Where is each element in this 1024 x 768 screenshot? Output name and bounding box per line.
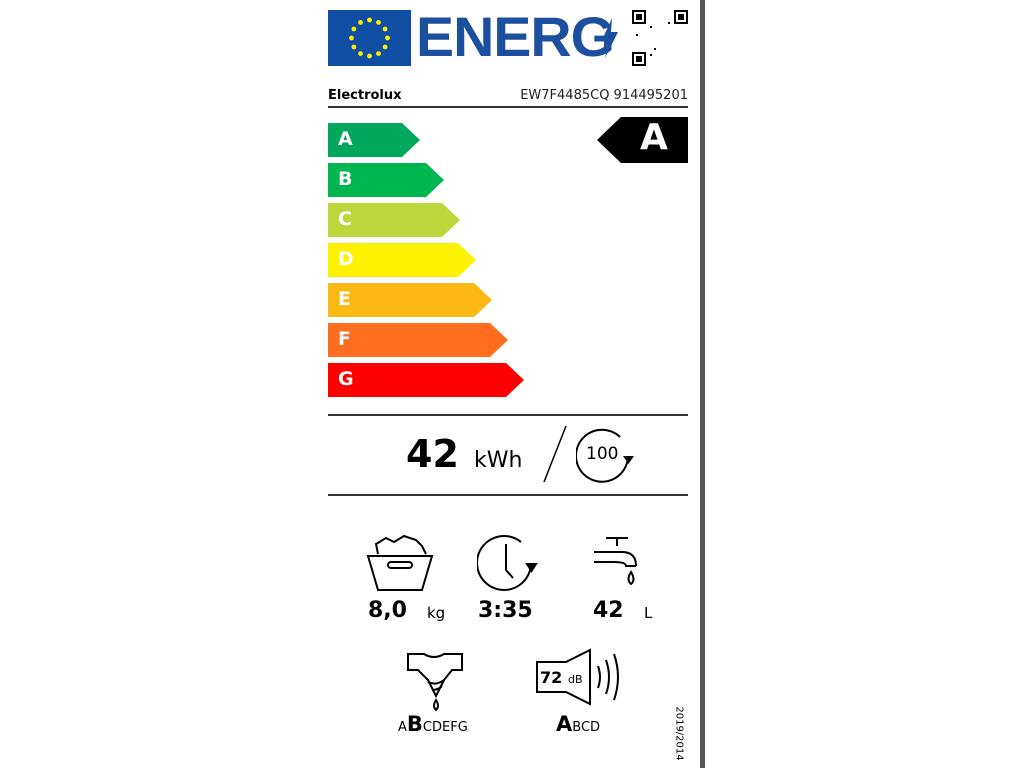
star-icon	[351, 26, 357, 32]
rating-letter: A	[640, 117, 668, 158]
supplier-name: Electrolux	[328, 88, 402, 103]
energy-class-letter: F	[338, 328, 351, 350]
energy-class-bar-f: F	[328, 323, 508, 357]
energy-class-bar-e: E	[328, 283, 492, 317]
energy-value: 42	[406, 432, 459, 476]
laundry-basket-icon	[366, 534, 434, 591]
star-icon	[376, 51, 381, 56]
spin-class-rest: CDEFG	[422, 720, 468, 735]
spin-class-selected: B	[406, 712, 423, 736]
divider	[328, 106, 688, 108]
noise-class-rest: BCD	[572, 720, 601, 735]
star-icon	[385, 35, 390, 41]
star-icon	[349, 35, 354, 41]
star-icon	[382, 26, 388, 32]
water-unit: L	[644, 604, 653, 622]
capacity-unit: kg	[427, 604, 446, 622]
slash-icon	[543, 425, 567, 483]
energy-class-letter: B	[338, 168, 353, 190]
rating-arrow	[597, 117, 688, 163]
eu-flag-icon	[328, 10, 411, 66]
divider	[328, 494, 688, 496]
star-icon	[367, 17, 372, 23]
energy-class-bar-a: A	[328, 123, 420, 157]
capacity-value: 8,0	[368, 598, 407, 623]
spin-drying-shirt-icon	[407, 653, 463, 712]
star-icon	[367, 53, 372, 59]
energy-class-letter: D	[338, 248, 354, 270]
star-icon	[376, 20, 381, 25]
tap-icon	[594, 537, 637, 586]
lightning-icon	[602, 18, 618, 58]
noise-value: 72	[540, 668, 563, 687]
energy-logo-text: ENERG	[416, 5, 615, 68]
clock-icon	[477, 535, 538, 591]
regulation-number: 2019/2014	[673, 706, 685, 761]
divider	[328, 414, 688, 416]
energy-class-letter: C	[338, 208, 352, 230]
noise-unit: dB	[568, 673, 583, 686]
page-border	[700, 0, 705, 768]
noise-class-scale: ABCD	[556, 712, 600, 736]
energy-class-bar-b: B	[328, 163, 444, 197]
model-identifier: EW7F4485CQ 914495201	[520, 88, 688, 103]
water-value: 42	[593, 598, 624, 623]
spin-class-first: A	[398, 720, 407, 735]
cycles-value: 100	[586, 444, 619, 464]
energy-class-bar-c: C	[328, 203, 460, 237]
qr-code-icon[interactable]	[632, 10, 688, 66]
star-icon	[351, 44, 357, 50]
star-icon	[382, 44, 388, 50]
energy-class-letter: G	[338, 368, 354, 390]
energy-class-letter: E	[338, 288, 351, 310]
duration-value: 3:35	[478, 598, 533, 623]
energy-class-letter: A	[338, 128, 353, 150]
star-icon	[358, 20, 363, 25]
cycles-icon	[576, 428, 634, 483]
spin-class-scale: ABCDEFG	[398, 712, 468, 736]
speaker-icon	[536, 648, 619, 706]
energy-class-bar-d: D	[328, 243, 476, 277]
noise-class-selected: A	[556, 712, 573, 736]
energy-unit: kWh	[474, 448, 523, 473]
energy-class-bar-g: G	[328, 363, 524, 397]
star-icon	[358, 51, 363, 56]
